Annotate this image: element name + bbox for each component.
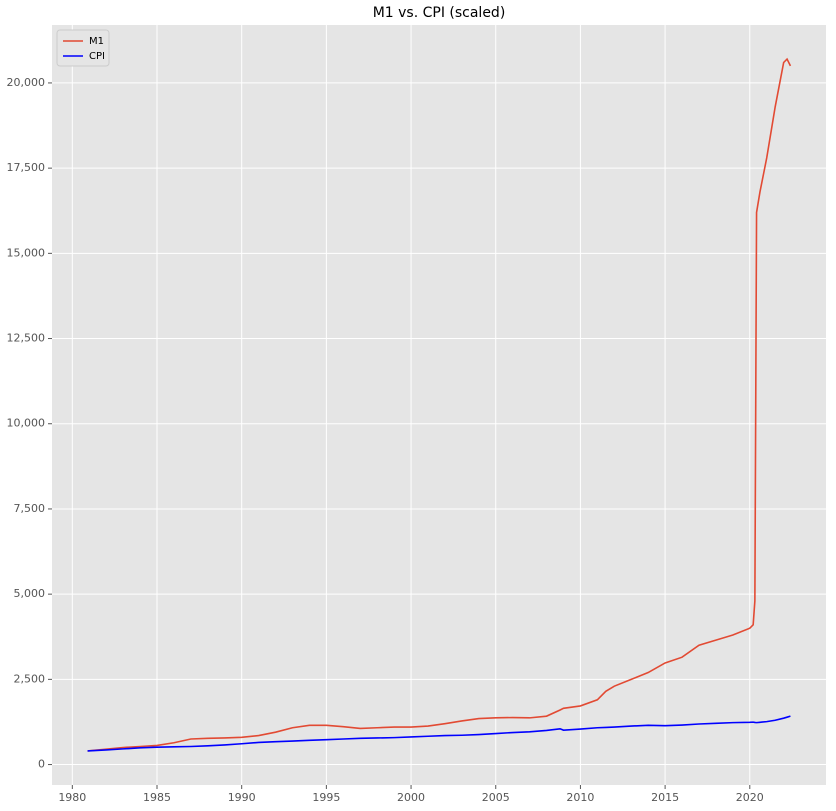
series-line — [87, 715, 791, 752]
legend-label: CPI — [89, 51, 105, 62]
x-tick-label: 1985 — [143, 791, 171, 804]
y-tick-label: 15,000 — [7, 246, 46, 259]
chart-title: M1 vs. CPI (scaled) — [373, 5, 506, 21]
x-tick-label: 2015 — [651, 791, 679, 804]
x-tick-label: 2020 — [736, 791, 764, 804]
plot-area — [52, 25, 826, 785]
x-tick-label: 2010 — [566, 791, 594, 804]
x-tick-label: 1990 — [228, 791, 256, 804]
y-tick-label: 17,500 — [7, 161, 46, 174]
legend-label: M1 — [89, 36, 104, 47]
y-tick-label: 10,000 — [7, 417, 46, 430]
y-tick-label: 12,500 — [7, 332, 46, 345]
y-tick-label: 0 — [38, 758, 45, 771]
x-tick-label: 1995 — [312, 791, 340, 804]
series-line — [87, 57, 792, 752]
y-tick-label: 7,500 — [14, 502, 46, 515]
x-tick-label: 1980 — [58, 791, 86, 804]
legend-box — [56, 29, 110, 67]
y-tick-label: 5,000 — [14, 587, 46, 600]
y-tick-label: 20,000 — [7, 76, 46, 89]
x-tick-label: 2000 — [397, 791, 425, 804]
y-tick-label: 2,500 — [14, 672, 46, 685]
x-tick-label: 2005 — [482, 791, 510, 804]
